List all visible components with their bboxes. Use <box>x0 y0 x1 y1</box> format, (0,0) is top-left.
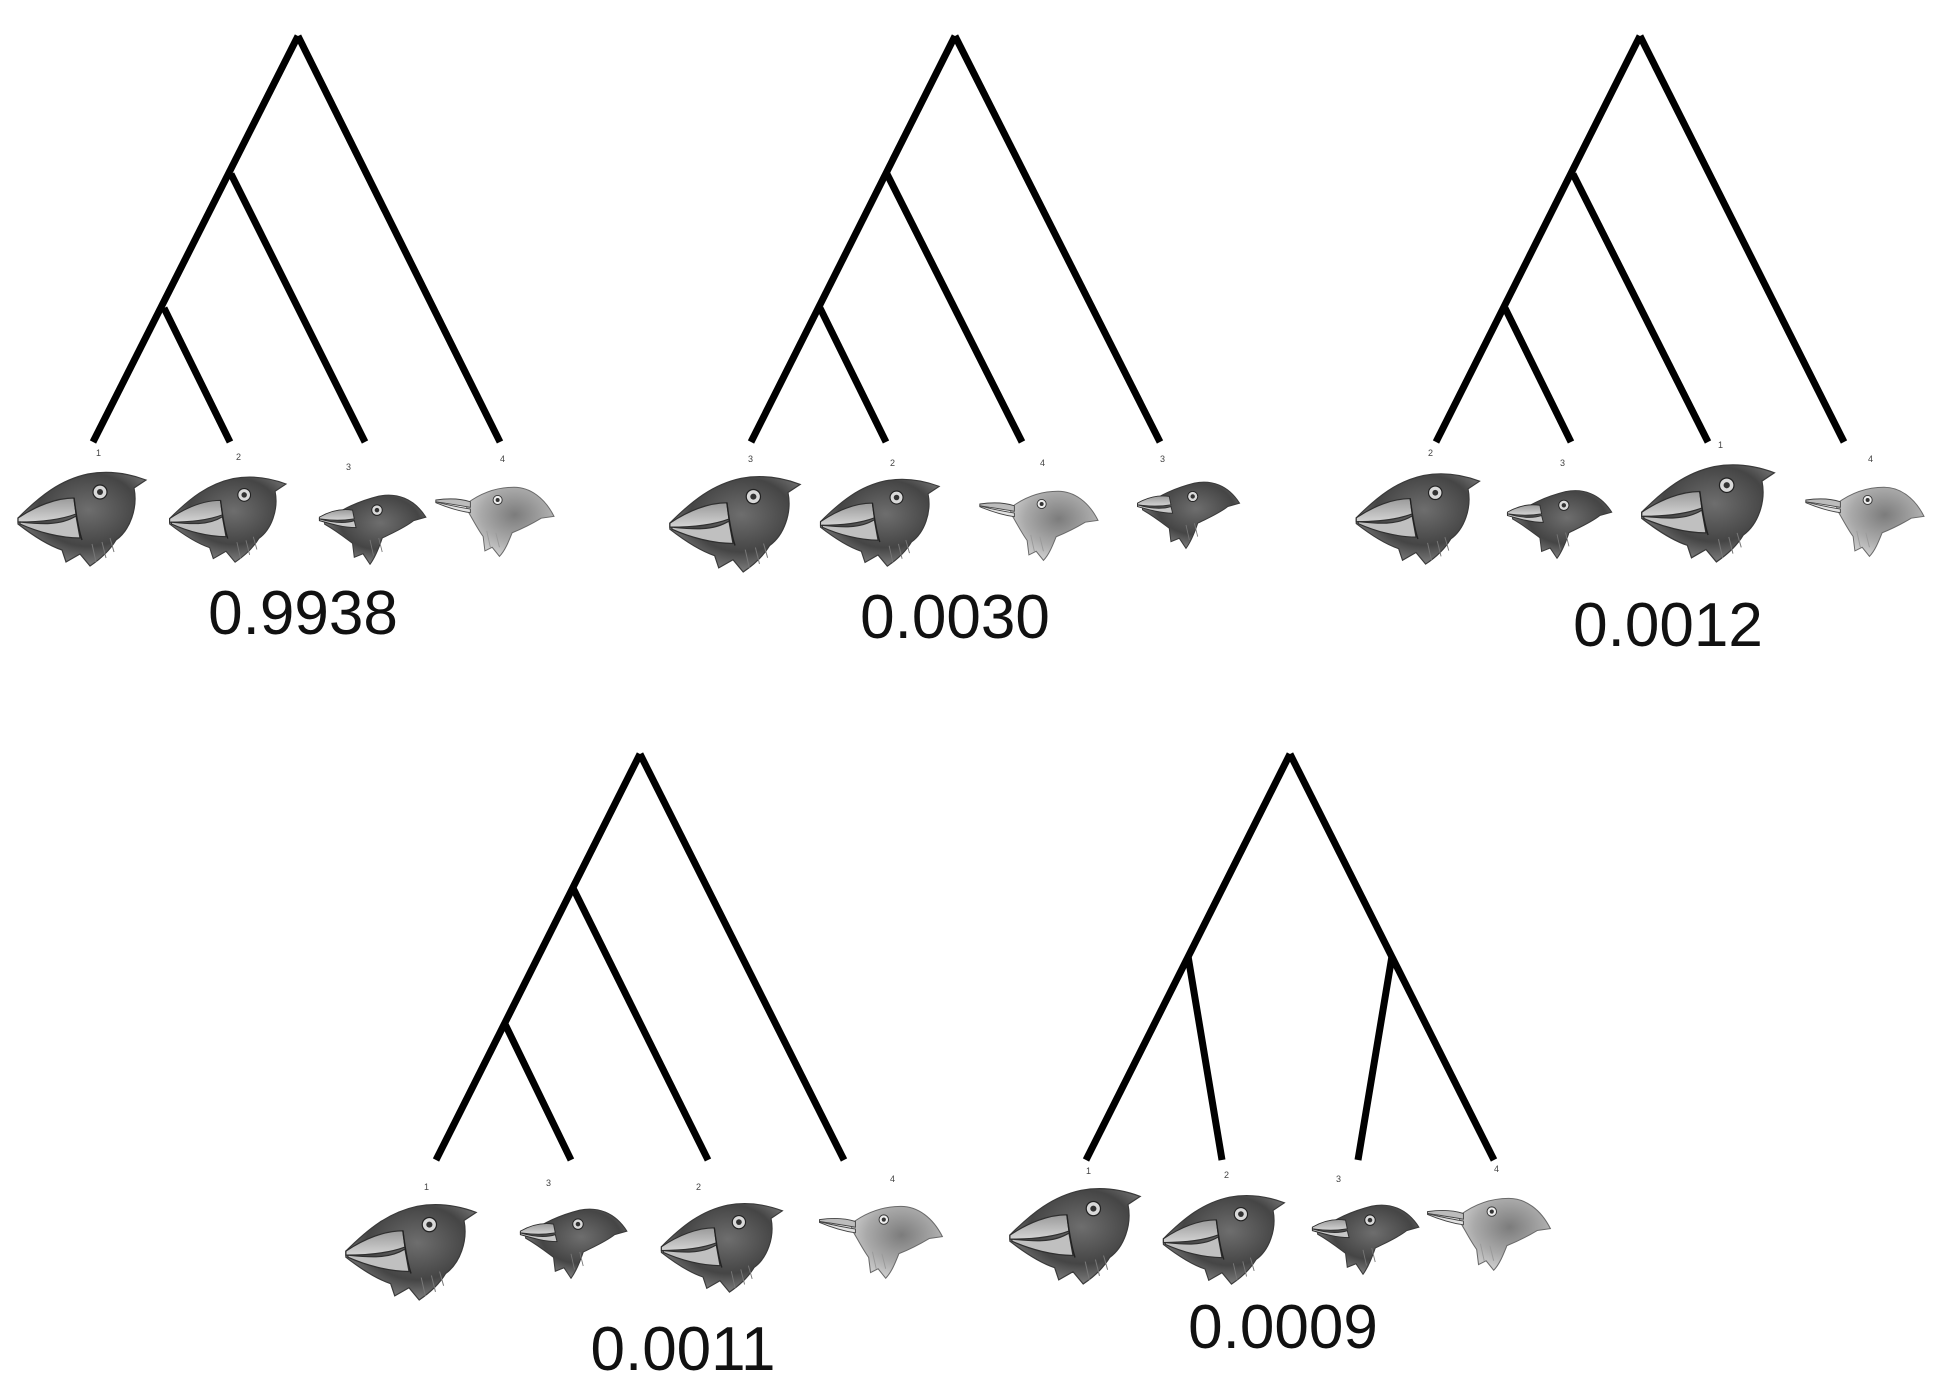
tree-1-branch <box>160 306 234 444</box>
finch-head-large <box>660 1202 784 1293</box>
finch-head-small <box>1311 1204 1420 1275</box>
tree-3: 2 3 1 4 0.0012 <box>1355 34 1925 660</box>
finch-head-large <box>669 475 801 573</box>
finch-head-large <box>1355 473 1481 565</box>
tree-5-branch <box>1184 955 1226 1161</box>
leaf-tag: 2 <box>1428 448 1433 458</box>
tree-4-branches <box>432 752 848 1162</box>
tree-2-branch <box>816 306 890 444</box>
finch-head-warbler <box>435 486 555 557</box>
leaf-tag: 3 <box>346 462 351 472</box>
finch-head-small <box>519 1208 628 1279</box>
tree-5-probability: 0.0009 <box>1188 1293 1378 1362</box>
tree-3-branch <box>1501 306 1575 444</box>
tree-4-leaf-tags: 1 3 2 4 <box>424 1174 895 1192</box>
tree-5: 1 2 3 4 0.0009 <box>1009 752 1551 1362</box>
tree-1-branch <box>294 34 504 444</box>
tree-2: 3 2 4 3 0.0030 <box>669 34 1241 652</box>
tree-1-branches <box>89 34 504 444</box>
tree-3-branch <box>1432 34 1644 444</box>
finch-head-large <box>168 476 287 563</box>
finch-head-large <box>345 1203 477 1301</box>
finch-head-small <box>1136 481 1241 549</box>
tree-5-leaf-heads <box>1009 1187 1551 1285</box>
tree-4-branch <box>501 1022 575 1162</box>
leaf-tag: 1 <box>1086 1166 1091 1176</box>
tree-1-branch <box>89 34 302 444</box>
leaf-tag: 2 <box>1224 1170 1229 1180</box>
tree-2-branch <box>747 34 959 444</box>
tree-4-branch <box>569 886 712 1162</box>
finch-head-large <box>1641 464 1776 563</box>
finch-head-small <box>1506 490 1613 559</box>
tree-3-branch <box>1569 172 1712 444</box>
tree-5-branches <box>1082 752 1498 1162</box>
finch-head-large <box>819 478 940 567</box>
tree-1-branch <box>227 172 369 444</box>
leaf-tag: 1 <box>1718 440 1723 450</box>
tree-2-branch <box>951 34 1164 444</box>
leaf-tag: 3 <box>546 1178 551 1188</box>
leaf-tag: 2 <box>696 1182 701 1192</box>
leaf-tag: 4 <box>1494 1164 1499 1174</box>
tree-5-leaf-tags: 1 2 3 4 <box>1086 1164 1499 1184</box>
finch-head-warbler <box>979 490 1099 561</box>
tree-3-branches <box>1432 34 1848 444</box>
leaf-tag: 3 <box>748 454 753 464</box>
tree-4-branch <box>636 752 848 1162</box>
tree-4-probability: 0.0011 <box>590 1315 775 1382</box>
tree-3-probability: 0.0012 <box>1573 591 1763 660</box>
finch-head-warbler <box>1426 1197 1551 1271</box>
leaf-tag: 3 <box>1160 454 1165 464</box>
tree-2-probability: 0.0030 <box>860 583 1050 652</box>
leaf-tag: 1 <box>424 1182 429 1192</box>
leaf-tag: 4 <box>890 1174 895 1184</box>
tree-5-branch <box>1354 955 1396 1161</box>
tree-1-leaf-heads <box>17 471 555 567</box>
finch-head-large <box>1009 1187 1141 1285</box>
tree-3-leaf-heads <box>1355 464 1925 565</box>
tree-2-leaf-heads <box>669 475 1241 573</box>
leaf-tag: 4 <box>500 454 505 464</box>
leaf-tag: 4 <box>1040 458 1045 468</box>
finch-head-small <box>318 494 427 565</box>
tree-3-branch <box>1636 34 1848 444</box>
leaf-tag: 1 <box>96 448 101 458</box>
finch-head-large <box>1162 1194 1286 1285</box>
tree-2-leaf-tags: 3 2 4 3 <box>748 454 1165 468</box>
tree-1-leaf-tags: 1 2 3 4 <box>96 448 505 472</box>
leaf-tag: 2 <box>890 458 895 468</box>
tree-1: 1 2 3 4 0.9938 <box>17 34 555 648</box>
finch-head-large <box>17 471 147 567</box>
finch-head-warbler <box>1805 486 1925 557</box>
tree-4: 1 3 2 4 0.0011 <box>345 752 943 1382</box>
tree-1-probability: 0.9938 <box>208 579 398 648</box>
tree-4-leaf-heads <box>345 1202 943 1301</box>
leaf-tag: 3 <box>1336 1174 1341 1184</box>
tree-2-branch <box>883 172 1026 444</box>
tree-3-leaf-tags: 2 3 1 4 <box>1428 440 1873 468</box>
tree-4-branch <box>432 752 644 1162</box>
leaf-tag: 3 <box>1560 458 1565 468</box>
tree-2-branches <box>747 34 1164 444</box>
leaf-tag: 4 <box>1868 454 1873 464</box>
leaf-tag: 2 <box>236 452 241 462</box>
finch-head-warbler <box>818 1205 943 1279</box>
